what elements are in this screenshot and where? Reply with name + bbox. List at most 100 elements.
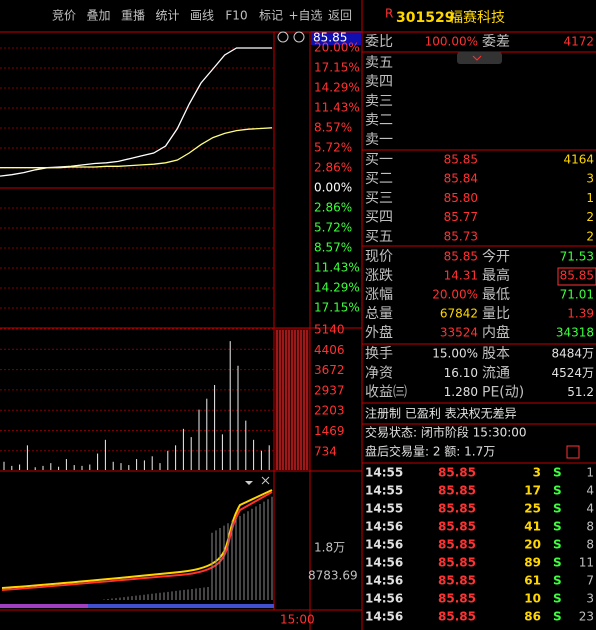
- stat-value: 1.280: [444, 385, 478, 399]
- stat-label: 最低: [482, 287, 510, 303]
- trade-time: 14:56: [365, 538, 403, 552]
- trade-count: 8: [586, 520, 594, 534]
- add-icon[interactable]: [293, 31, 305, 43]
- trade-price: 85.85: [438, 484, 476, 498]
- toolbar-button[interactable]: 重播: [121, 9, 145, 23]
- toolbar-button[interactable]: 画线: [190, 9, 214, 23]
- trade-count: 4: [586, 484, 594, 498]
- stat-value: 15.00%: [432, 347, 478, 361]
- volume-axis-label: 2937: [314, 383, 345, 397]
- trade-side: S: [553, 592, 562, 606]
- volume-axis-label: 734: [314, 444, 337, 458]
- bid-volume: 2: [586, 229, 594, 243]
- trade-count: 23: [579, 610, 594, 624]
- value: 4172: [563, 35, 594, 49]
- stat-label: 量比: [482, 306, 510, 322]
- trade-side: S: [553, 484, 562, 498]
- trade-time: 14:56: [365, 592, 403, 606]
- info-line: 盘后交易量: 2 额: 1.7万: [365, 444, 495, 459]
- price-axis-label: 5.72%: [314, 141, 352, 155]
- bid-label: 买二: [365, 171, 393, 187]
- trade-time: 14:55: [365, 502, 403, 516]
- ask-label: 卖四: [365, 74, 393, 90]
- time-label: 15:00: [280, 613, 315, 627]
- ask-label: 卖一: [365, 132, 393, 148]
- stat-value: 14.31: [444, 269, 478, 283]
- ask-label: 卖三: [365, 93, 393, 109]
- up-icon[interactable]: [277, 31, 289, 43]
- trade-time: 14:56: [365, 610, 403, 624]
- price-axis-label: 14.29%: [314, 81, 360, 95]
- label: 委比: [365, 34, 393, 50]
- stat-value: 34318: [556, 326, 594, 340]
- stat-value: 8484万: [551, 347, 594, 361]
- trade-price: 85.85: [438, 502, 476, 516]
- info-line: 交易状态: 闭市阶段 15:30:00: [365, 425, 527, 440]
- toolbar-button[interactable]: +自选: [288, 9, 322, 23]
- stat-label: 最高: [482, 267, 510, 284]
- chart-icon[interactable]: [566, 445, 580, 459]
- stat-value: 85.85: [444, 250, 478, 264]
- stat-label: 涨跌: [365, 268, 393, 284]
- trade-side: S: [553, 538, 562, 552]
- bid-label: 买四: [365, 210, 393, 226]
- info-line: 注册制 已盈利 表决权无差异: [365, 406, 517, 421]
- trade-volume: 17: [524, 484, 541, 498]
- trade-side: S: [553, 574, 562, 588]
- stat-label: 今开: [482, 249, 510, 265]
- price-highlight: [311, 31, 361, 45]
- toolbar-button[interactable]: 标记: [259, 9, 283, 23]
- indicator-bar: [0, 604, 88, 608]
- trade-volume: 3: [533, 466, 541, 480]
- trade-side: S: [553, 520, 562, 534]
- bid-price: 85.77: [444, 210, 478, 224]
- close-icon[interactable]: [261, 476, 270, 485]
- stat-label: 收益㈢: [365, 385, 407, 401]
- chevron-icon: [472, 55, 482, 61]
- trade-volume: 20: [524, 538, 541, 552]
- trade-price: 85.85: [438, 466, 476, 480]
- stat-value: 85.85: [560, 269, 594, 283]
- toolbar-button[interactable]: 叠加: [86, 9, 110, 23]
- stat-value: 71.01: [560, 288, 594, 302]
- label: 委差: [482, 34, 510, 50]
- price-axis-label: 2.86%: [314, 201, 352, 215]
- toolbar-button[interactable]: 返回: [328, 9, 352, 23]
- high-box: [557, 267, 596, 286]
- bid-price: 85.80: [444, 191, 478, 205]
- trade-count: 7: [586, 574, 594, 588]
- stat-label: 流通: [482, 365, 510, 381]
- trade-side: S: [553, 610, 562, 624]
- toolbar-button[interactable]: 统计: [155, 9, 179, 23]
- toolbar-button[interactable]: 竞价: [52, 9, 76, 23]
- trade-time: 14:56: [365, 574, 403, 588]
- price-axis-label: 0.00%: [314, 181, 352, 195]
- indicator-bar: [88, 604, 274, 608]
- value: 100.00%: [425, 35, 478, 49]
- price-axis-label: 20.00%: [314, 41, 360, 55]
- menu-icon[interactable]: [245, 481, 253, 485]
- stat-value: 67842: [440, 307, 478, 321]
- trade-volume: 86: [524, 610, 541, 624]
- stat-label: PE(动): [482, 385, 524, 401]
- trade-volume: 61: [524, 574, 541, 588]
- market-flag: R: [385, 7, 393, 21]
- stat-label: 换手: [365, 345, 393, 362]
- toolbar-button[interactable]: F10: [225, 9, 247, 23]
- stat-label: 内盘: [482, 324, 510, 341]
- stat-label: 现价: [365, 249, 393, 265]
- trade-volume: 25: [524, 502, 541, 516]
- stat-label: 外盘: [365, 324, 393, 341]
- bid-price: 85.73: [444, 229, 478, 243]
- stat-value: 33524: [440, 326, 478, 340]
- trade-time: 14:55: [365, 466, 403, 480]
- indicator-line: [1, 491, 273, 591]
- trade-time: 14:56: [365, 520, 403, 534]
- bid-price: 85.84: [444, 172, 478, 186]
- stat-value: 51.2: [567, 385, 594, 399]
- trade-price: 85.85: [438, 520, 476, 534]
- price-axis-label: 11.43%: [314, 101, 360, 115]
- trade-side: S: [553, 502, 562, 516]
- ask-label: 卖五: [365, 55, 393, 71]
